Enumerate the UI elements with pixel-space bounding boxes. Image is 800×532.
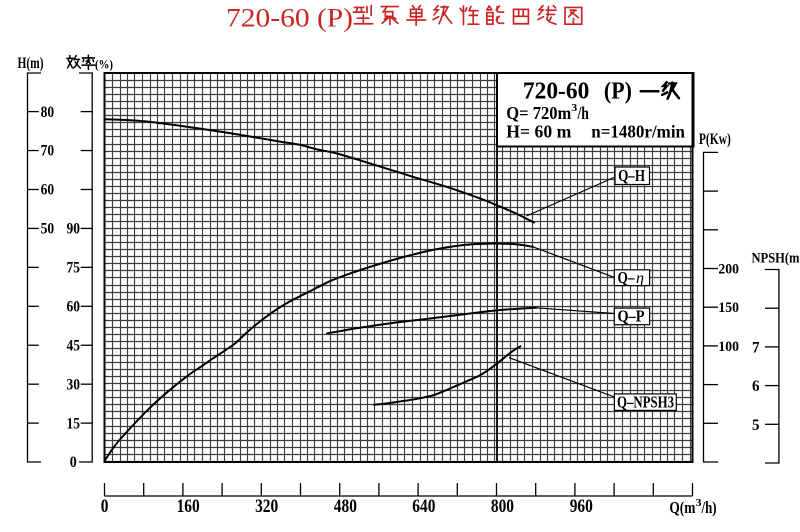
- svg-text:960: 960: [570, 496, 593, 517]
- svg-text:800: 800: [491, 496, 514, 517]
- svg-text:60: 60: [41, 182, 55, 199]
- svg-text:15: 15: [67, 415, 81, 432]
- svg-text:7: 7: [752, 340, 760, 357]
- svg-text:150: 150: [718, 300, 739, 316]
- svg-text:60: 60: [67, 299, 81, 316]
- svg-text:P(Kw): P(Kw): [699, 131, 731, 148]
- svg-text:200: 200: [718, 261, 739, 277]
- svg-text:H(m): H(m): [18, 55, 44, 72]
- svg-text:η: η: [636, 270, 644, 287]
- svg-text:/h: /h: [577, 103, 589, 123]
- svg-text:Q–: Q–: [618, 268, 635, 287]
- svg-text:Q–P: Q–P: [618, 307, 645, 326]
- svg-text:160: 160: [177, 496, 200, 517]
- svg-text:Q= 720m: Q= 720m: [506, 103, 571, 123]
- svg-text:6: 6: [752, 378, 760, 395]
- svg-text:480: 480: [334, 496, 357, 517]
- svg-text:30: 30: [67, 376, 81, 393]
- svg-text:Q–NPSH3: Q–NPSH3: [617, 393, 674, 412]
- svg-text:720-60 (P): 720-60 (P): [226, 4, 353, 33]
- svg-text:70: 70: [41, 143, 55, 160]
- svg-text:640: 640: [412, 496, 435, 517]
- svg-text:/h): /h): [701, 498, 717, 517]
- svg-text:720-60: 720-60: [523, 79, 589, 105]
- svg-text:90: 90: [67, 221, 81, 238]
- svg-text:5: 5: [752, 417, 760, 434]
- svg-text:45: 45: [67, 338, 81, 355]
- svg-text:Q–H: Q–H: [618, 166, 645, 185]
- svg-text:H= 60 m: H= 60 m: [506, 122, 571, 142]
- svg-text:75: 75: [67, 260, 81, 277]
- svg-text:(%): (%): [95, 57, 113, 72]
- svg-text:50: 50: [41, 221, 55, 238]
- svg-text:n=1480r/min: n=1480r/min: [591, 122, 685, 142]
- svg-text:(P): (P): [604, 79, 632, 105]
- svg-text:3: 3: [696, 497, 703, 509]
- svg-text:0: 0: [101, 496, 109, 517]
- svg-text:Q(m: Q(m: [669, 498, 695, 517]
- svg-text:0: 0: [70, 454, 77, 471]
- svg-text:3: 3: [571, 102, 578, 114]
- svg-text:80: 80: [41, 104, 55, 121]
- svg-text:100: 100: [718, 339, 739, 355]
- svg-text:NPSH(m: NPSH(m: [752, 251, 800, 267]
- svg-text:320: 320: [255, 496, 278, 517]
